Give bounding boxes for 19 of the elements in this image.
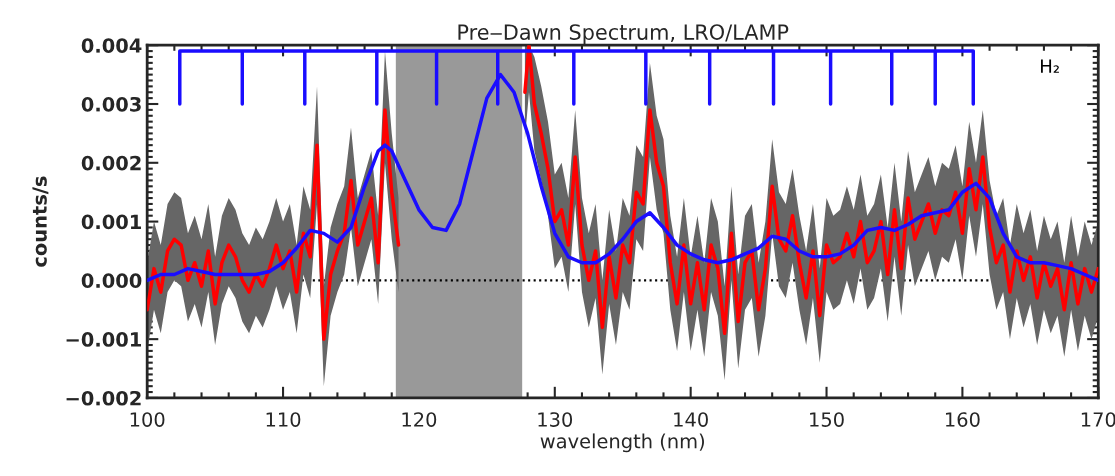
x-tick-label: 100 xyxy=(130,412,165,427)
x-tick-label: 150 xyxy=(810,412,844,427)
x-tick-label: 130 xyxy=(538,412,573,427)
x-tick-label: 160 xyxy=(945,412,980,427)
y-axis-title: counts/s xyxy=(32,176,49,267)
y-tick-label: 0.003 xyxy=(81,96,141,112)
x-axis-title: wavelength (nm) xyxy=(540,433,704,453)
y-tick-label: 0.002 xyxy=(81,155,141,171)
y-tick-label: 0.004 xyxy=(81,38,142,53)
y-tick-label: 0.001 xyxy=(81,214,141,230)
y-tick-label: −0.002 xyxy=(66,390,141,406)
chart-title: Pre‒Dawn Spectrum, LRO/LAMP xyxy=(458,24,789,44)
x-tick-label: 110 xyxy=(266,412,301,427)
x-tick-label: 120 xyxy=(402,412,437,427)
x-tick-label: 170 xyxy=(1081,412,1115,427)
text: H₂ xyxy=(1041,59,1059,73)
y-tick-label: −0.001 xyxy=(66,332,141,347)
y-tick-label: 0.000 xyxy=(81,273,142,289)
x-tick-label: 140 xyxy=(674,412,708,427)
